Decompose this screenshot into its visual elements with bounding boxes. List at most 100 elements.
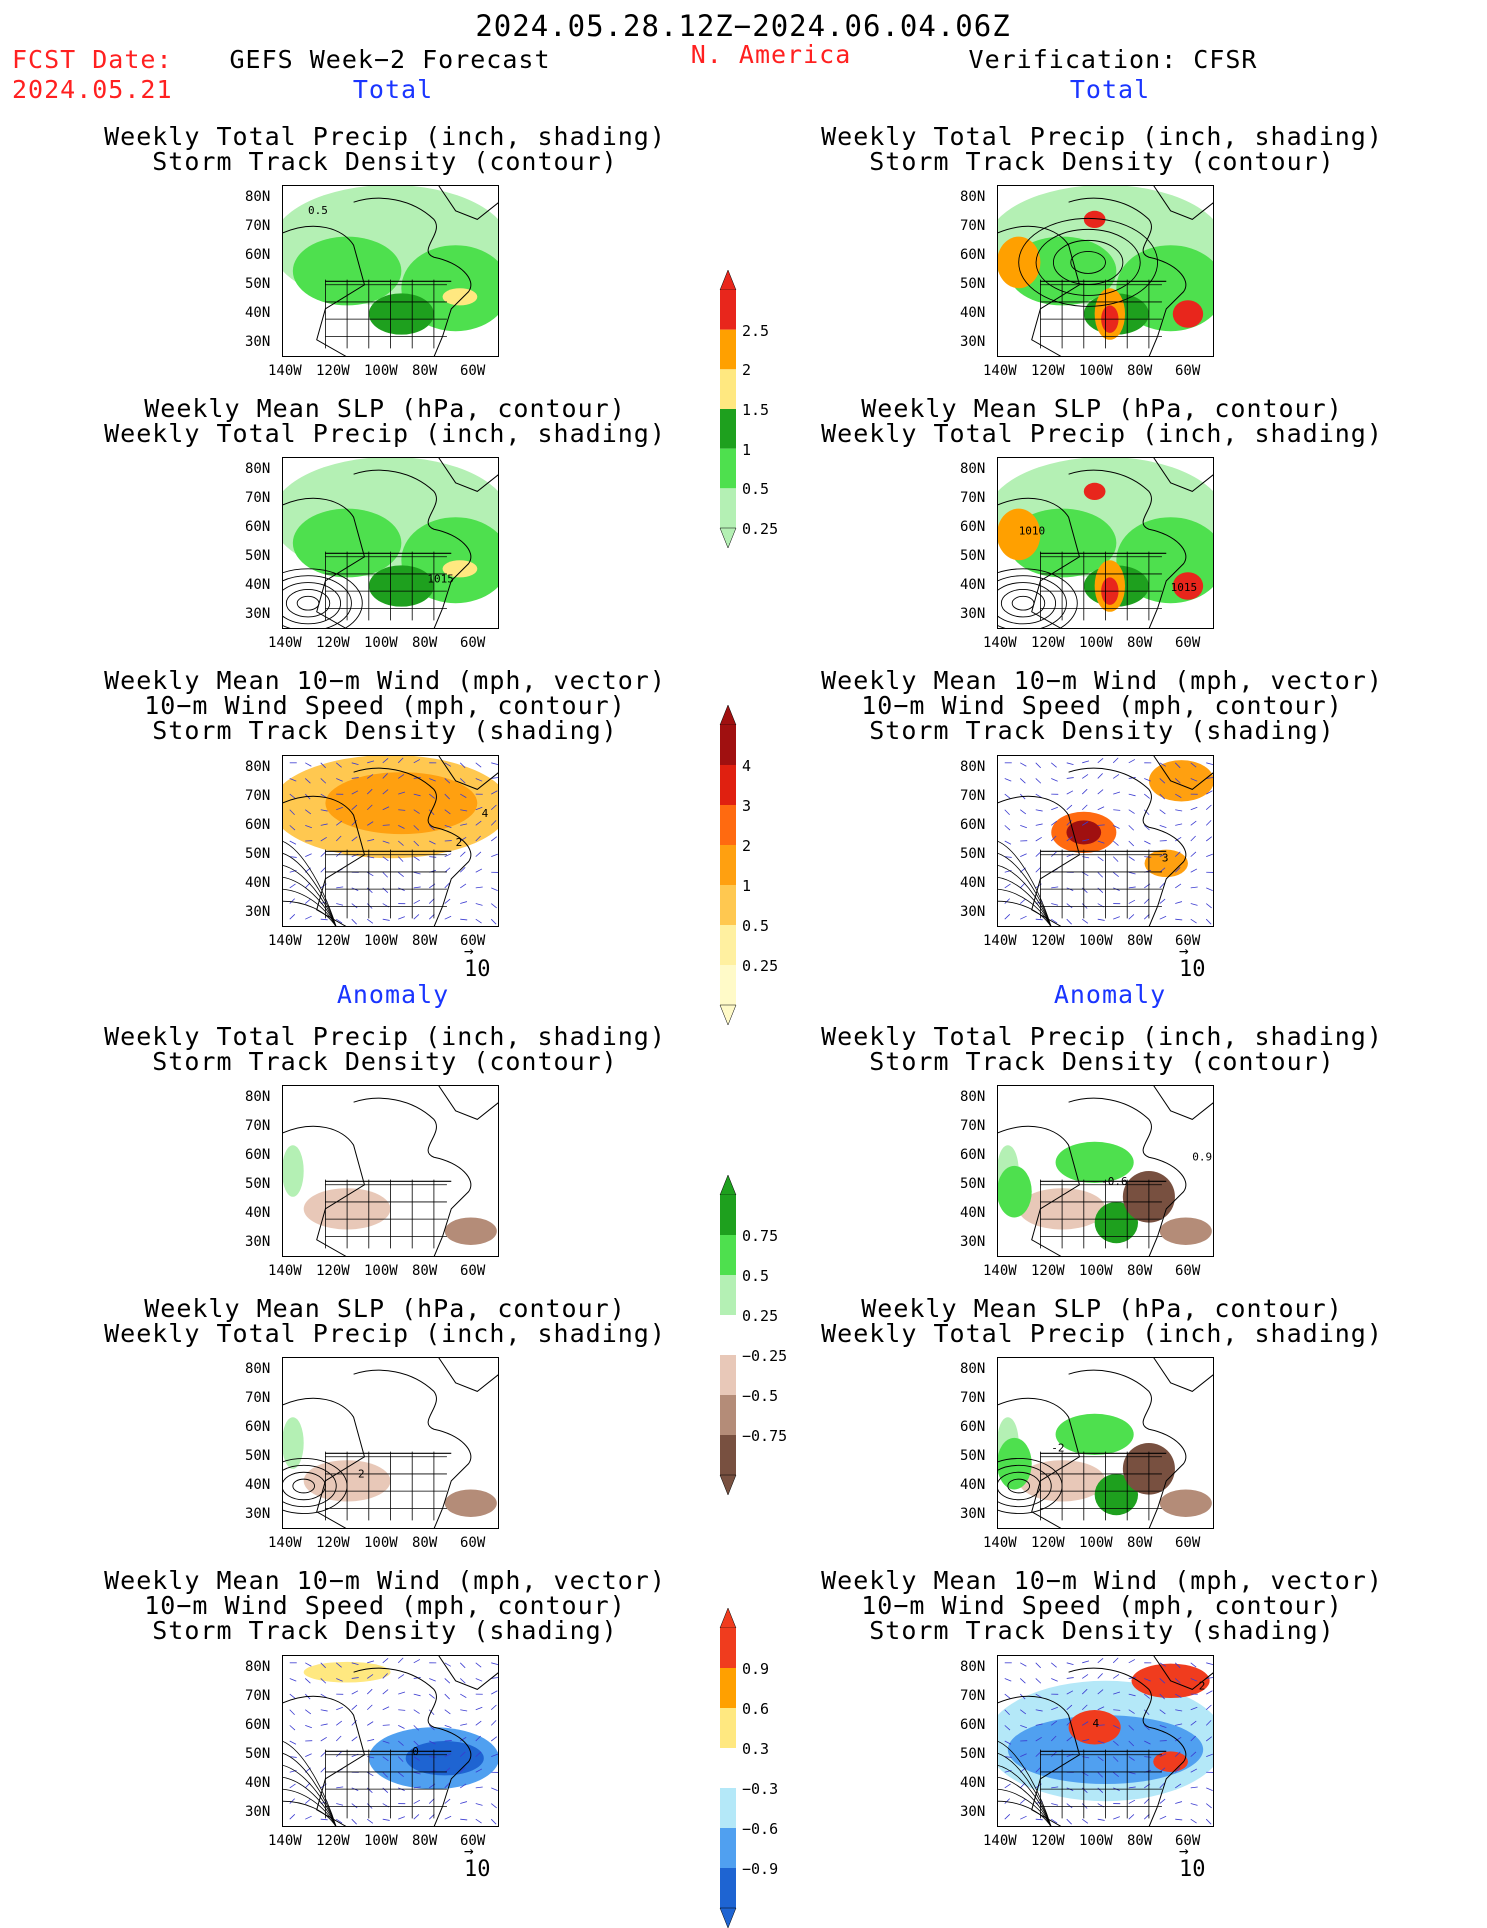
lat-tick-label: 40N (960, 1775, 985, 1791)
contour-label: -2 (1051, 1442, 1064, 1455)
lon-tick-label: 100W (364, 1263, 398, 1279)
contour-label: 4 (482, 807, 489, 820)
lon-tick-label: 140W (983, 635, 1017, 651)
precip-anom-shading (1056, 1414, 1134, 1455)
colorbar-track_anom (718, 1608, 738, 1928)
lat-tick-label: 70N (245, 218, 270, 234)
colorbar-swatch (720, 449, 736, 489)
lat-tick-label: 60N (245, 1419, 270, 1435)
lon-tick-label: 80W (1127, 635, 1152, 651)
lon-tick-label: 80W (1127, 933, 1152, 949)
lat-tick-label: 80N (960, 759, 985, 775)
lat-tick-label: 80N (245, 1659, 270, 1675)
lat-tick-label: 30N (960, 904, 985, 920)
lon-tick-label: 120W (316, 1535, 350, 1551)
colorbar-cap (720, 1908, 736, 1928)
lon-tick-label: 120W (1031, 1535, 1065, 1551)
panel-title: Weekly Mean SLP (hPa, contour)Weekly Tot… (821, 1296, 1383, 1346)
fc-map-panel-4 (282, 1085, 499, 1261)
map-plot (282, 1085, 499, 1257)
colorbar-cap (720, 528, 736, 548)
lat-tick-label: 30N (960, 1234, 985, 1250)
lon-tick-label: 60W (460, 1535, 485, 1551)
colorbar-swatch (720, 1748, 736, 1788)
lon-tick-label: 120W (316, 933, 350, 949)
lon-tick-label: 100W (1079, 1833, 1113, 1849)
colorbar-label: 1.5 (742, 401, 769, 419)
obs-map-panel-5: -2 (997, 1357, 1214, 1533)
lat-tick-label: 80N (245, 189, 270, 205)
lon-tick-label: 80W (1127, 1833, 1152, 1849)
lat-tick-label: 60N (245, 1717, 270, 1733)
lat-tick-label: 70N (245, 1688, 270, 1704)
contour-label: 1015 (427, 573, 454, 586)
fc-map-panel-1: 0.5 (282, 185, 499, 361)
lat-tick-label: 80N (245, 759, 270, 775)
lon-tick-label: 140W (268, 1263, 302, 1279)
lat-tick-label: 70N (245, 490, 270, 506)
total-section-label-left: Total (353, 77, 433, 102)
lon-tick-label: 100W (364, 933, 398, 949)
fc-map-panel-6: 0 (282, 1655, 499, 1831)
lat-tick-label: 60N (960, 247, 985, 263)
lon-tick-label: 60W (1175, 635, 1200, 651)
lon-tick-label: 120W (1031, 635, 1065, 651)
lat-tick-label: 70N (960, 788, 985, 804)
precip-anom-shading (445, 1489, 497, 1517)
lon-tick-label: 140W (268, 635, 302, 651)
lon-tick-label: 120W (316, 1833, 350, 1849)
forecast-column-title: GEFS Week−2 Forecast (229, 47, 550, 72)
contour-label: 1010 (1019, 524, 1045, 537)
lon-tick-label: 80W (1127, 1535, 1152, 1551)
lat-tick-label: 70N (245, 1390, 270, 1406)
lon-tick-label: 120W (316, 363, 350, 379)
colorbar-swatch (720, 805, 736, 845)
lat-tick-label: 50N (245, 1746, 270, 1762)
contour-label: 0.5 (308, 204, 328, 217)
lat-tick-label: 50N (960, 1448, 985, 1464)
reference-vector: →10 (464, 1845, 491, 1882)
contour-label: 2 (1199, 1679, 1206, 1692)
lat-tick-label: 30N (245, 606, 270, 622)
lat-tick-label: 30N (245, 904, 270, 920)
colorbar-swatch (720, 1275, 736, 1315)
map-plot: -2 (997, 1357, 1214, 1529)
precip-anom-shading (1160, 1217, 1212, 1245)
lat-tick-label: 80N (960, 1361, 985, 1377)
panel-title: Weekly Mean SLP (hPa, contour)Weekly Tot… (821, 396, 1383, 446)
lat-tick-label: 30N (245, 1506, 270, 1522)
colorbar-swatch (720, 1195, 736, 1235)
map-plot: -0.60.9 (997, 1085, 1214, 1257)
lat-tick-label: 60N (960, 519, 985, 535)
colorbar-swatch (720, 885, 736, 925)
lat-tick-label: 30N (245, 334, 270, 350)
lat-tick-label: 50N (245, 1448, 270, 1464)
lon-tick-label: 100W (364, 1535, 398, 1551)
colorbar-swatch (720, 1395, 736, 1435)
lat-tick-label: 70N (245, 1118, 270, 1134)
lon-tick-label: 140W (983, 1833, 1017, 1849)
lat-tick-label: 40N (245, 577, 270, 593)
colorbar-label: 4 (742, 757, 751, 775)
contour-label: 0.9 (1192, 1151, 1212, 1164)
colorbar-label: −0.5 (742, 1387, 778, 1405)
lat-tick-label: 70N (960, 490, 985, 506)
colorbar-swatch (720, 330, 736, 370)
lat-tick-label: 50N (960, 1176, 985, 1192)
panel-title: Weekly Mean SLP (hPa, contour)Weekly Tot… (104, 396, 666, 446)
lat-tick-label: 70N (245, 788, 270, 804)
colorbar-label: 2 (742, 837, 751, 855)
colorbar-label: 0.75 (742, 1227, 778, 1245)
lat-tick-label: 60N (245, 519, 270, 535)
lon-tick-label: 120W (1031, 1833, 1065, 1849)
colorbar-precip_anom (718, 1175, 738, 1495)
storm-track-shading (1149, 760, 1214, 801)
colorbar-label: 1 (742, 877, 751, 895)
contour-label: 4 (1092, 1717, 1099, 1730)
colorbar-swatch (720, 1315, 736, 1355)
colorbar-swatch (720, 1628, 736, 1668)
panel-title: Weekly Mean 10−m Wind (mph, vector)10−m … (821, 668, 1383, 743)
colorbar-swatch (720, 369, 736, 409)
